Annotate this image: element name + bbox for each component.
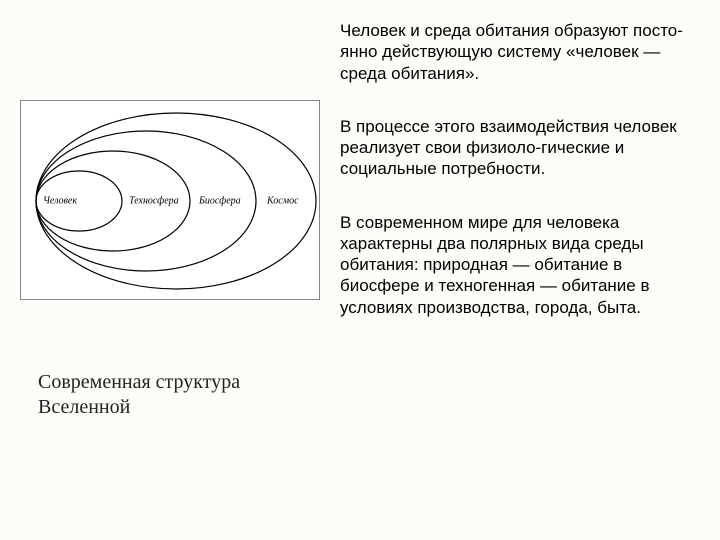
paragraph-1: Человек и среда обитания образуют посто-… <box>340 20 690 84</box>
nested-ellipse-diagram: Человек Техносфера Биосфера Космос <box>20 100 320 300</box>
paragraph-2: В процессе этого взаимодействия человек … <box>340 116 690 180</box>
diagram-caption: Современная структура Вселенной <box>20 370 330 420</box>
paragraph-3: В современном мире для человека характер… <box>340 212 690 318</box>
ellipse-label: Человек <box>43 196 77 207</box>
right-column: Человек и среда обитания образуют посто-… <box>330 20 690 520</box>
left-column: Человек Техносфера Биосфера Космос Современ… <box>20 20 330 520</box>
ellipse-label: Техносфера <box>129 196 179 207</box>
ellipse-label: Биосфера <box>199 196 241 207</box>
ellipse-label: Космос <box>267 196 299 207</box>
